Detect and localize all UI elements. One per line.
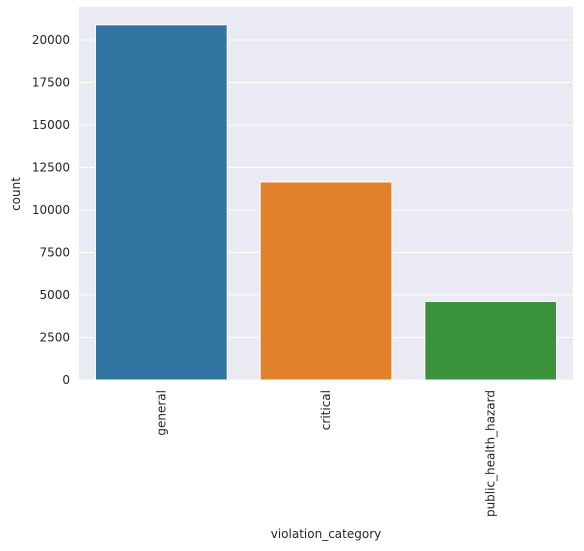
y-tick-label: 15000 bbox=[32, 118, 70, 132]
bar-general bbox=[94, 24, 228, 381]
y-tick-label: 2500 bbox=[39, 331, 70, 345]
y-axis-ticks: 0 2500 5000 7500 10000 12500 15000 17500 20000 bbox=[32, 33, 70, 387]
bars bbox=[94, 24, 558, 381]
x-tick-label: critical bbox=[319, 390, 333, 430]
y-axis-label: count bbox=[9, 177, 23, 211]
y-tick-label: 17500 bbox=[32, 76, 70, 90]
y-tick-label: 10000 bbox=[32, 203, 70, 217]
bar-critical bbox=[259, 181, 393, 381]
x-tick-label: general bbox=[154, 390, 168, 436]
x-axis-label: violation_category bbox=[271, 527, 381, 541]
x-tick-label: public_health_hazard bbox=[484, 390, 498, 517]
x-axis-ticks: general critical public_health_hazard bbox=[154, 390, 497, 517]
y-tick-label: 0 bbox=[62, 373, 70, 387]
y-tick-label: 5000 bbox=[39, 288, 70, 302]
y-tick-label: 12500 bbox=[32, 161, 70, 175]
bar-public-health-hazard bbox=[424, 300, 558, 381]
y-tick-label: 20000 bbox=[32, 33, 70, 47]
y-tick-label: 7500 bbox=[39, 246, 70, 260]
